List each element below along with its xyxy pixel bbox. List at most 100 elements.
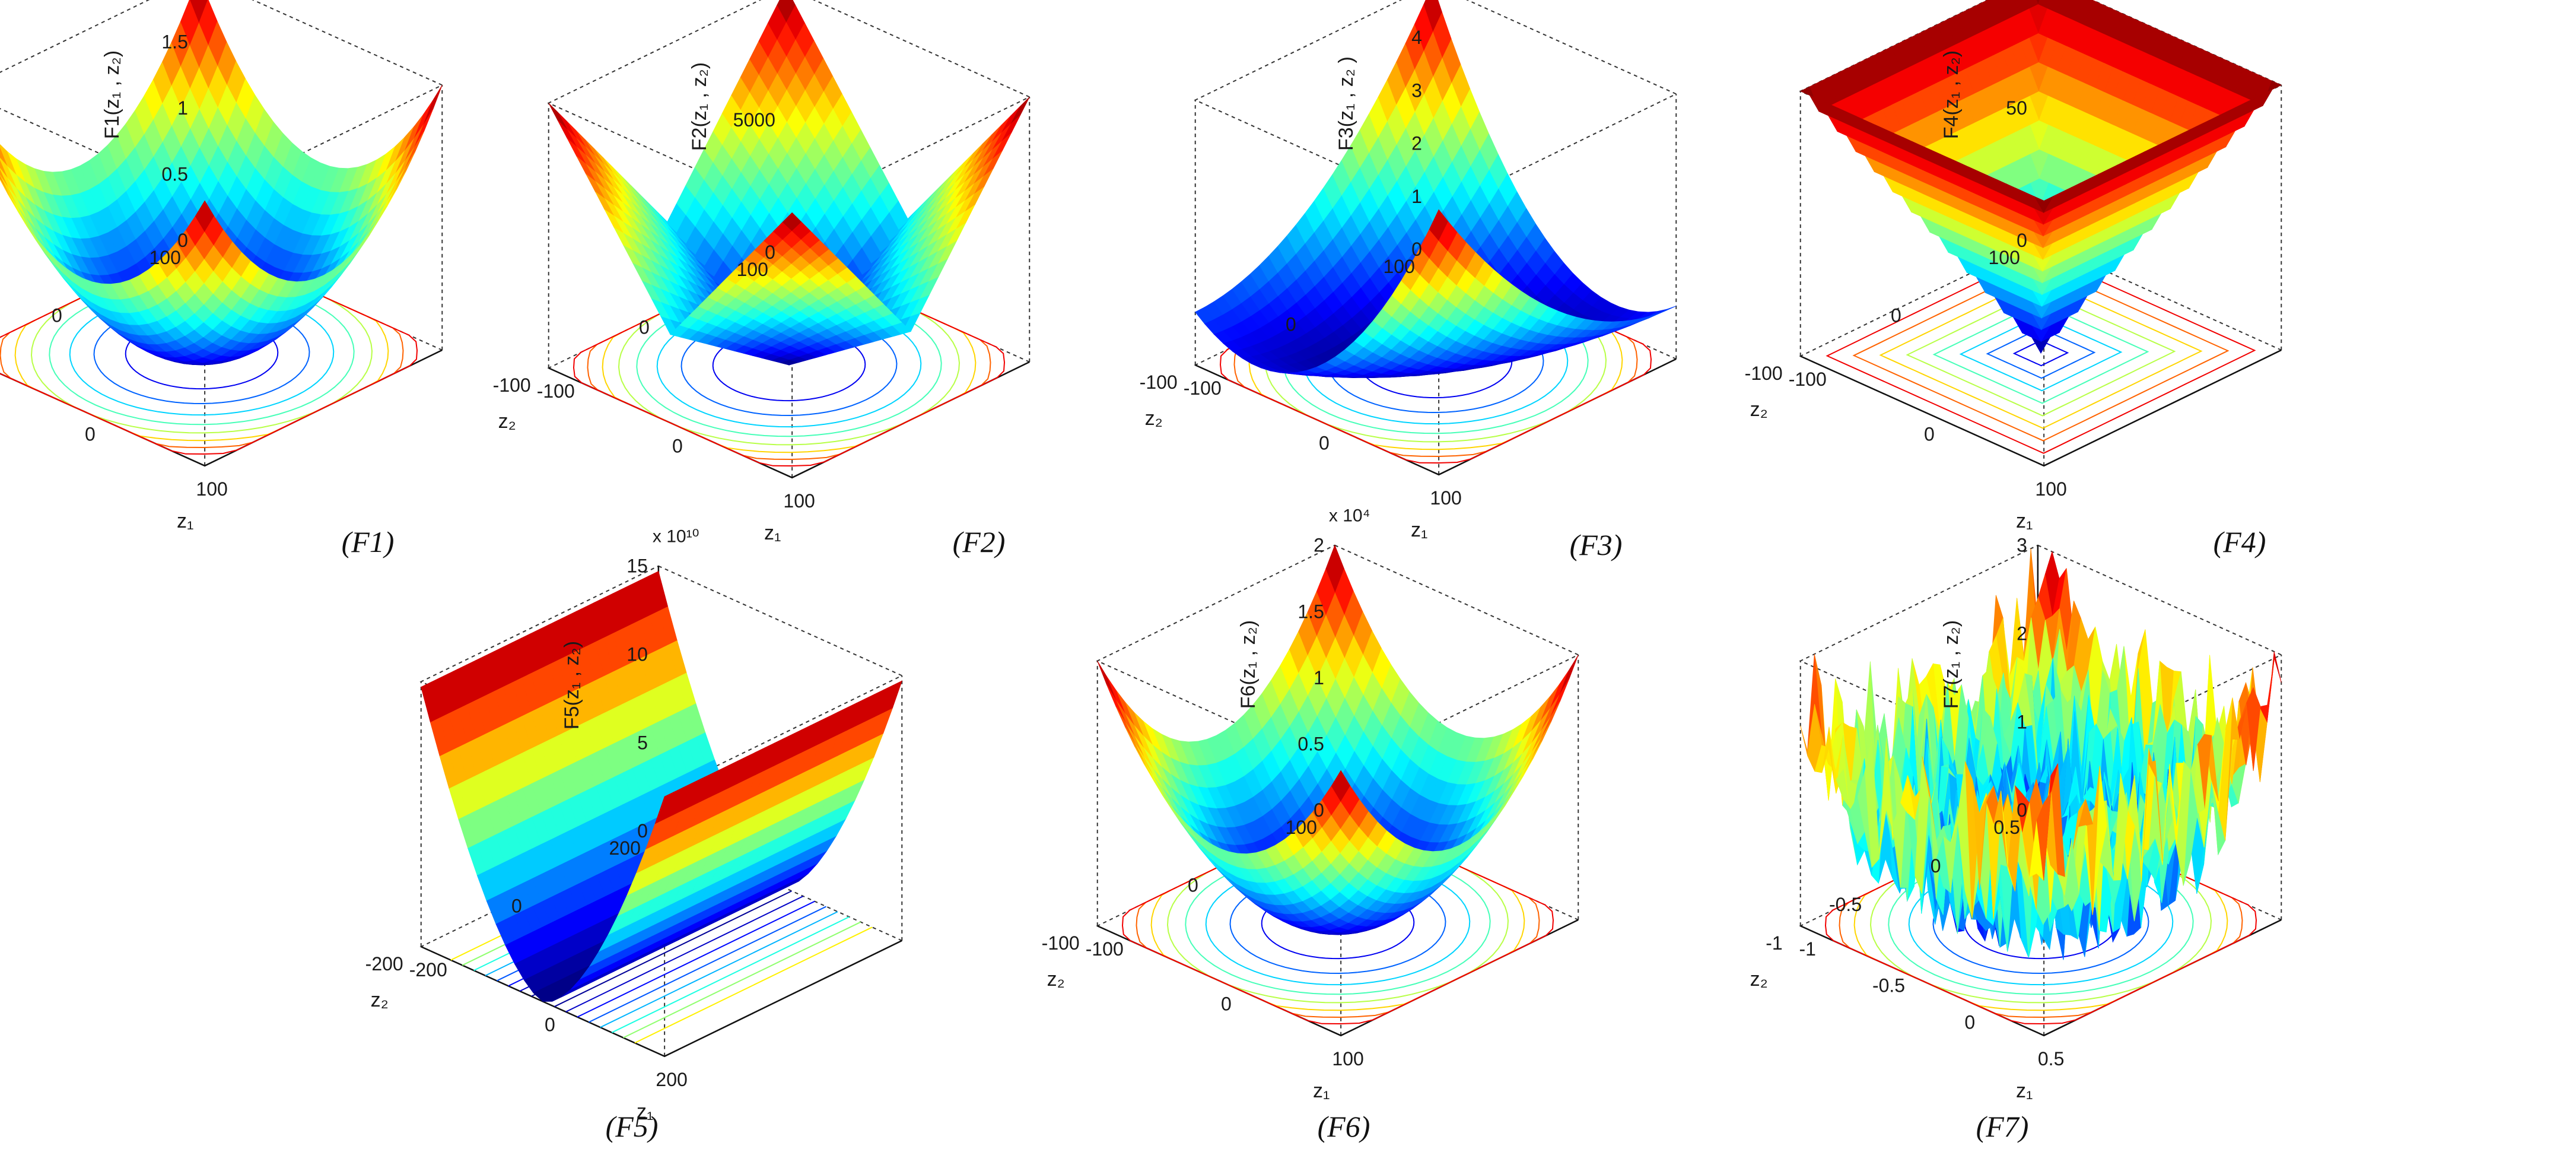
- chart-f1-caption: (F1): [342, 525, 395, 558]
- chart-f6-ztick: 1.5: [1297, 601, 1324, 622]
- chart-f6-ztick: 1: [1314, 667, 1324, 688]
- chart-f4-ytick: 100: [1988, 247, 2020, 268]
- chart-f6-xtick: 0: [1221, 993, 1232, 1014]
- chart-f2-ytick: 0: [639, 317, 650, 338]
- chart-f5-ztick: 5: [637, 732, 648, 753]
- chart-f3-zlabel: F3(z₁ , z₂ ): [1335, 56, 1357, 151]
- chart-f5-ylabel: z₂: [371, 989, 389, 1011]
- chart-f3-ytick: 0: [1286, 314, 1296, 335]
- chart-f3-xtick: 100: [1430, 487, 1461, 509]
- chart-f3-xtick: -100: [1184, 377, 1222, 399]
- chart-f4-caption: (F4): [2214, 525, 2266, 558]
- chart-f7-ztick: 2: [2017, 623, 2027, 645]
- chart-f5-multiplier: x 10¹⁰: [653, 527, 699, 547]
- chart-f3-ztick: 4: [1411, 27, 1422, 48]
- chart-f5-caption: (F5): [606, 1110, 659, 1143]
- chart-f6-ztick: 2: [1314, 535, 1324, 556]
- chart-f1-xtick: 100: [196, 478, 227, 500]
- chart-f6-ztick: 0: [1314, 799, 1324, 821]
- chart-f3-ztick: 2: [1411, 133, 1422, 154]
- chart-f4-zlabel: F4(z₁ , z₂): [1940, 50, 1963, 139]
- chart-f7-ylabel: z₂: [1750, 968, 1768, 991]
- chart-f2-ylabel: z₂: [498, 410, 516, 433]
- chart-f7-surface: [1800, 548, 2282, 960]
- chart-f3-ztick: 3: [1411, 80, 1422, 101]
- chart-f3-ylabel: z₂: [1145, 407, 1163, 430]
- chart-f6-surface: [1097, 544, 1579, 935]
- chart-f2-surface: [548, 0, 1030, 366]
- chart-f1-ztick: 0.5: [161, 164, 187, 185]
- chart-f5-xtick: -200: [409, 959, 447, 980]
- chart-f7-xtick: 0.5: [2038, 1048, 2064, 1069]
- chart-f2-ztick: 5000: [733, 109, 775, 131]
- chart-f2-ytick: 100: [736, 259, 768, 280]
- chart-f6-ztick: 0.5: [1297, 734, 1324, 755]
- chart-f1-ytick: 0: [52, 305, 62, 326]
- chart-f5-xtick: 200: [656, 1069, 687, 1090]
- chart-f7-ytick: -0.5: [1829, 894, 1862, 915]
- chart-f4-ztick: 50: [2006, 97, 2027, 119]
- chart-f3-ytick: -100: [1140, 372, 1178, 393]
- chart-f5-ztick: 0: [637, 820, 648, 842]
- chart-f5-ytick: -200: [365, 953, 403, 975]
- chart-f5-xlabel: z₁: [637, 1100, 653, 1123]
- chart-f4-contours: [1826, 252, 2256, 454]
- chart-f5-ztick: 10: [626, 644, 648, 665]
- chart-f7-ytick: 0: [1931, 855, 1941, 877]
- chart-f7-ytick: -1: [1766, 932, 1782, 954]
- chart-f5-xtick: 0: [545, 1014, 555, 1035]
- chart-f2-zlabel: F2(z₁ , z₂): [688, 62, 711, 151]
- chart-f3-xtick: 0: [1319, 432, 1330, 453]
- chart-f2-xtick: 0: [672, 435, 683, 456]
- chart-f2-xtick: -100: [537, 380, 575, 402]
- chart-f7-ztick: 3: [2017, 535, 2027, 556]
- chart-f6-zlabel: F6(z₁ , z₂): [1237, 620, 1260, 709]
- chart-f1-zlabel: F1(z₁ , z₂): [101, 50, 123, 139]
- chart-f4-ytick: -100: [1745, 363, 1783, 384]
- chart-f7-zlabel: F7(z₁ , z₂): [1940, 620, 1963, 709]
- chart-f1-ytick: 100: [149, 247, 180, 268]
- chart-f6-ytick: 0: [1188, 875, 1198, 896]
- chart-f6-ytick: 100: [1285, 817, 1316, 838]
- chart-f2-ztick: 0: [765, 242, 775, 263]
- chart-f3-caption: (F3): [1570, 528, 1623, 561]
- chart-f5-surface: [421, 571, 902, 1002]
- chart-f6-caption: (F6): [1318, 1110, 1370, 1143]
- chart-f1-surface: [0, 0, 443, 366]
- chart-f7-ztick: 0: [2017, 799, 2027, 821]
- chart-f5-ztick: 15: [626, 556, 648, 577]
- chart-f2-xlabel: z₁: [764, 522, 781, 544]
- chart-f4-xtick: 0: [1924, 423, 1935, 445]
- chart-f3-surface: [1195, 0, 1677, 379]
- chart-f5-ytick: 0: [511, 896, 522, 917]
- chart-f5-zlabel: F5(z₁ , z₂): [561, 641, 583, 729]
- chart-f1-ztick: 0: [177, 230, 188, 251]
- chart-f3-ztick: 1: [1411, 186, 1422, 207]
- chart-f4-xlabel: z₁: [2016, 510, 2033, 532]
- chart-f4-ylabel: z₂: [1750, 398, 1768, 421]
- chart-f6-multiplier: x 10⁴: [1329, 506, 1370, 526]
- chart-f1-ztick: 1.5: [161, 31, 187, 52]
- chart-f2-ytick: -100: [493, 374, 531, 396]
- chart-f4-surface: [1799, 0, 2282, 354]
- chart-f7-xtick: -1: [1799, 938, 1816, 960]
- chart-f4-ztick: 0: [2017, 230, 2027, 251]
- chart-f3-xlabel: z₁: [1411, 519, 1427, 541]
- chart-f2-xtick: 100: [783, 490, 815, 512]
- chart-f4-xtick: -100: [1789, 369, 1827, 390]
- chart-f1-contours: [0, 251, 418, 455]
- chart-f6-xlabel: z₁: [1313, 1080, 1330, 1102]
- chart-f1-xtick: 0: [85, 423, 96, 445]
- chart-f6-xtick: 100: [1332, 1048, 1363, 1069]
- chart-f5-ytick: 200: [609, 837, 640, 859]
- chart-f6-ytick: -100: [1042, 932, 1080, 954]
- chart-f7-xtick: -0.5: [1872, 975, 1905, 996]
- chart-f6-ylabel: z₂: [1047, 968, 1065, 991]
